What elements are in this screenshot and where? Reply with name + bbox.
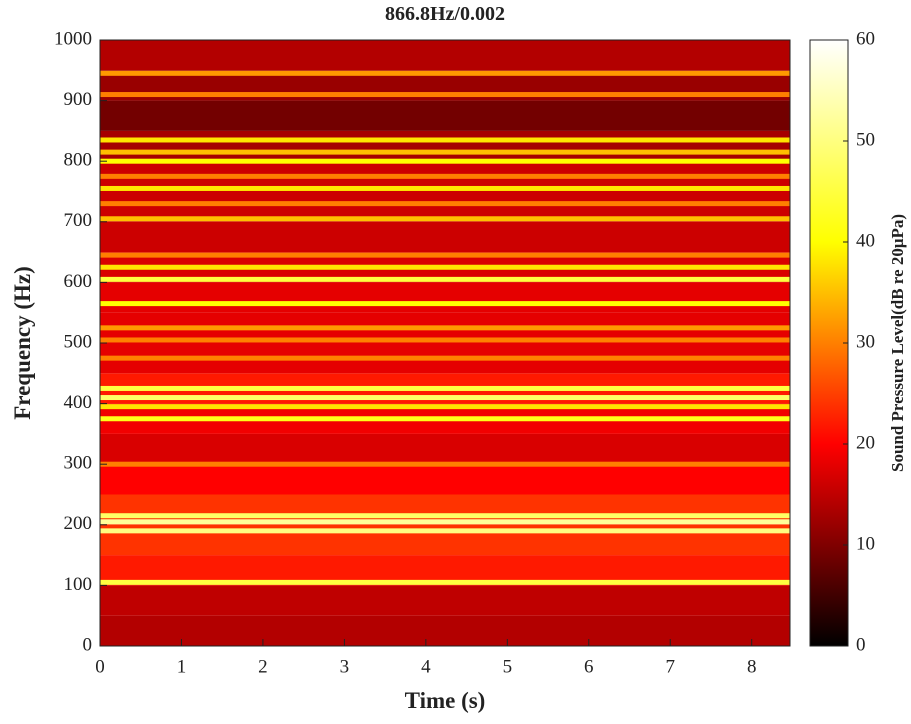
colorbar-tick-label: 60 [856, 28, 875, 49]
spectrum-band [100, 100, 790, 131]
tonal-line [100, 158, 790, 164]
tonal-line [100, 337, 790, 343]
spectrum-band [100, 464, 790, 495]
y-tick-label: 400 [64, 392, 93, 413]
colorbar-tick-label: 30 [856, 331, 875, 352]
spectrum-band [100, 433, 790, 465]
colorbar-tick-label: 10 [856, 533, 875, 554]
x-tick-label: 4 [421, 656, 431, 677]
y-tick-label: 900 [64, 89, 93, 110]
y-tick-label: 800 [64, 150, 93, 171]
chart-title: 866.8Hz/0.002 [385, 3, 505, 25]
tonal-line [100, 579, 790, 585]
colorbar-tick-label: 40 [856, 230, 875, 251]
tonal-line [100, 264, 790, 270]
tonal-line [100, 70, 790, 76]
tonal-line [100, 519, 790, 525]
tonal-line [100, 355, 790, 361]
colorbar-tick-label: 0 [856, 634, 866, 655]
x-tick-label: 3 [340, 656, 350, 677]
spectrum-band [100, 615, 790, 646]
spectrum-band [100, 282, 790, 313]
colorbar-tick-label: 50 [856, 129, 875, 150]
x-tick-label: 7 [665, 656, 675, 677]
x-tick-label: 1 [177, 656, 187, 677]
plot-area [100, 40, 790, 646]
colorbar [809, 39, 849, 647]
tonal-line [100, 149, 790, 155]
x-tick-label: 8 [747, 656, 757, 677]
tonal-line [100, 173, 790, 179]
tonal-line [100, 216, 790, 222]
tonal-line [100, 513, 790, 519]
tonal-line [100, 325, 790, 331]
x-axis-label: Time (s) [405, 688, 486, 713]
y-tick-label: 1000 [54, 28, 92, 49]
tonal-line [100, 416, 790, 422]
x-tick-label: 0 [95, 656, 105, 677]
spectrum-band [100, 130, 790, 162]
tonal-line [100, 461, 790, 467]
tonal-line [100, 528, 790, 534]
x-tick-label: 2 [258, 656, 268, 677]
tonal-line [100, 201, 790, 207]
colorbar-label: Sound Pressure Level(dB re 20μPa) [888, 214, 907, 472]
spectrum-band [100, 221, 790, 253]
tonal-line [100, 404, 790, 410]
y-tick-label: 300 [64, 453, 93, 474]
y-tick-label: 600 [64, 271, 93, 292]
y-axis-label: Frequency (Hz) [10, 266, 35, 420]
y-tick-label: 0 [83, 634, 93, 655]
y-tick-label: 500 [64, 331, 93, 352]
tonal-line [100, 185, 790, 191]
tonal-line [100, 92, 790, 98]
y-tick-label: 700 [64, 210, 93, 231]
x-tick-label: 6 [584, 656, 594, 677]
y-tick-label: 100 [64, 574, 93, 595]
tonal-line [100, 385, 790, 391]
colorbar-tick-label: 20 [856, 432, 875, 453]
tonal-line [100, 137, 790, 143]
tonal-line [100, 301, 790, 307]
spectrum-band [100, 585, 790, 616]
tonal-line [100, 252, 790, 258]
tonal-line [100, 276, 790, 282]
spectrum-band [100, 40, 790, 71]
y-tick-label: 200 [64, 513, 93, 534]
tonal-line [100, 395, 790, 401]
x-tick-label: 5 [503, 656, 513, 677]
